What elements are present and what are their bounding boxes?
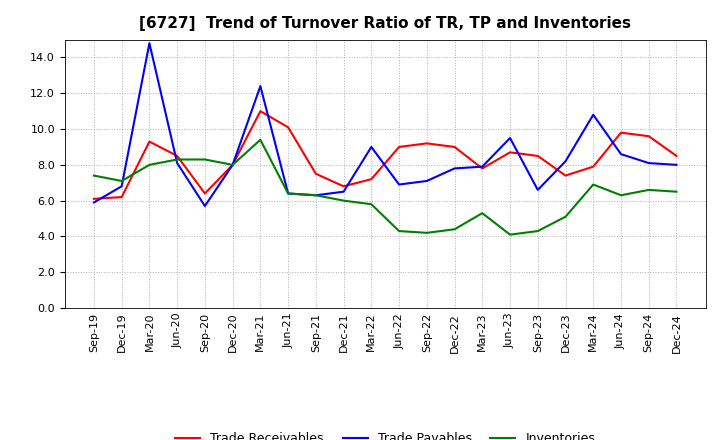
Inventories — [644, 187, 653, 193]
Trade Payables — [423, 178, 431, 183]
Inventories — [367, 202, 376, 207]
Trade Receivables — [173, 153, 181, 158]
Trade Receivables — [505, 150, 514, 155]
Inventories — [312, 193, 320, 198]
Trade Payables — [478, 164, 487, 169]
Inventories — [89, 173, 98, 178]
Inventories — [534, 228, 542, 234]
Line: Trade Receivables: Trade Receivables — [94, 111, 677, 199]
Inventories — [589, 182, 598, 187]
Trade Receivables — [534, 153, 542, 158]
Trade Receivables — [145, 139, 154, 144]
Title: [6727]  Trend of Turnover Ratio of TR, TP and Inventories: [6727] Trend of Turnover Ratio of TR, TP… — [139, 16, 631, 32]
Trade Receivables — [395, 144, 403, 150]
Trade Receivables — [423, 141, 431, 146]
Inventories — [616, 193, 625, 198]
Inventories — [450, 227, 459, 232]
Trade Receivables — [367, 176, 376, 182]
Trade Payables — [312, 193, 320, 198]
Trade Payables — [616, 151, 625, 157]
Trade Payables — [173, 161, 181, 166]
Trade Payables — [450, 166, 459, 171]
Trade Payables — [367, 144, 376, 150]
Trade Payables — [561, 159, 570, 164]
Trade Receivables — [89, 196, 98, 202]
Inventories — [423, 230, 431, 235]
Inventories — [478, 210, 487, 216]
Trade Payables — [644, 161, 653, 166]
Trade Receivables — [284, 125, 292, 130]
Trade Receivables — [117, 194, 126, 200]
Trade Payables — [672, 162, 681, 168]
Trade Payables — [145, 40, 154, 46]
Trade Payables — [339, 189, 348, 194]
Trade Receivables — [256, 109, 265, 114]
Line: Trade Payables: Trade Payables — [94, 43, 677, 206]
Trade Receivables — [228, 162, 237, 168]
Trade Receivables — [561, 173, 570, 178]
Trade Payables — [284, 191, 292, 196]
Trade Payables — [89, 200, 98, 205]
Trade Payables — [228, 162, 237, 168]
Inventories — [339, 198, 348, 203]
Trade Receivables — [339, 183, 348, 189]
Inventories — [561, 214, 570, 220]
Trade Receivables — [672, 153, 681, 158]
Trade Payables — [505, 136, 514, 141]
Trade Receivables — [616, 130, 625, 135]
Trade Receivables — [478, 166, 487, 171]
Trade Payables — [117, 183, 126, 189]
Legend: Trade Receivables, Trade Payables, Inventories: Trade Receivables, Trade Payables, Inven… — [170, 427, 600, 440]
Line: Inventories: Inventories — [94, 140, 677, 235]
Trade Payables — [256, 84, 265, 89]
Inventories — [672, 189, 681, 194]
Inventories — [201, 157, 210, 162]
Trade Payables — [201, 203, 210, 209]
Trade Payables — [395, 182, 403, 187]
Trade Receivables — [644, 134, 653, 139]
Inventories — [284, 191, 292, 196]
Trade Payables — [534, 187, 542, 193]
Inventories — [173, 157, 181, 162]
Trade Receivables — [201, 191, 210, 196]
Trade Receivables — [589, 164, 598, 169]
Trade Receivables — [312, 171, 320, 176]
Inventories — [505, 232, 514, 237]
Inventories — [145, 162, 154, 168]
Inventories — [228, 162, 237, 168]
Inventories — [256, 137, 265, 143]
Trade Receivables — [450, 144, 459, 150]
Inventories — [395, 228, 403, 234]
Trade Payables — [589, 112, 598, 117]
Inventories — [117, 178, 126, 183]
